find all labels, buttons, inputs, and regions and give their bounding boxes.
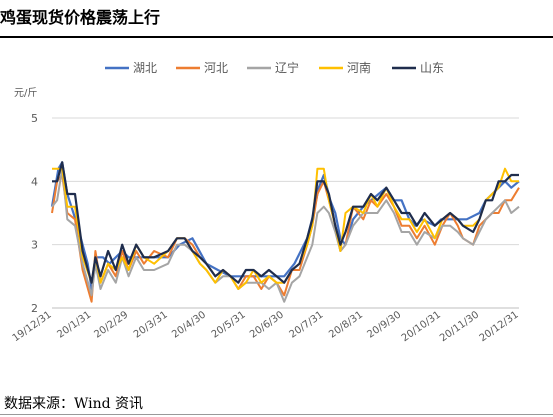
x-tick-label: 20/9/30 bbox=[365, 309, 403, 340]
x-tick-label: 20/11/30 bbox=[438, 309, 481, 344]
legend-label: 辽宁 bbox=[275, 60, 299, 75]
y-tick-label: 4 bbox=[31, 175, 38, 188]
x-tick-label: 20/1/31 bbox=[55, 309, 93, 340]
x-tick-label: 20/10/31 bbox=[400, 309, 443, 344]
y-tick-label: 3 bbox=[31, 239, 38, 252]
series-line-山东 bbox=[52, 161, 519, 284]
x-tick-label: 20/2/29 bbox=[92, 309, 130, 340]
legend-label: 山东 bbox=[420, 61, 444, 75]
chart-title: 鸡蛋现货价格震荡上行 bbox=[0, 8, 161, 27]
title-rule bbox=[0, 36, 553, 38]
y-tick-label: 2 bbox=[31, 302, 38, 315]
legend-label: 河南 bbox=[347, 60, 371, 75]
data-source-note: 数据来源：Wind 资讯 bbox=[4, 396, 144, 412]
series-layer bbox=[50, 161, 520, 303]
series-line-辽宁 bbox=[51, 167, 520, 303]
legend-label: 河北 bbox=[204, 61, 228, 75]
series-line-河南 bbox=[52, 167, 519, 290]
y-axis-label: 元/斤 bbox=[14, 87, 37, 99]
bottom-rule bbox=[0, 414, 553, 415]
legend: 湖北 河北 辽宁 河南 山东 bbox=[105, 60, 444, 75]
x-tick-label: 20/8/31 bbox=[327, 309, 365, 340]
x-tick-label: 20/3/31 bbox=[132, 309, 170, 340]
y-tick-label: 5 bbox=[31, 112, 38, 125]
x-tick-label: 20/7/31 bbox=[288, 309, 326, 340]
x-tick-label: 20/6/30 bbox=[248, 309, 286, 340]
x-tick-label: 20/12/31 bbox=[478, 309, 521, 344]
series-line-河北 bbox=[51, 174, 520, 303]
x-tick-label: 20/4/30 bbox=[170, 309, 208, 340]
x-tick-label: 20/5/31 bbox=[210, 309, 248, 340]
legend-label: 湖北 bbox=[133, 60, 157, 75]
